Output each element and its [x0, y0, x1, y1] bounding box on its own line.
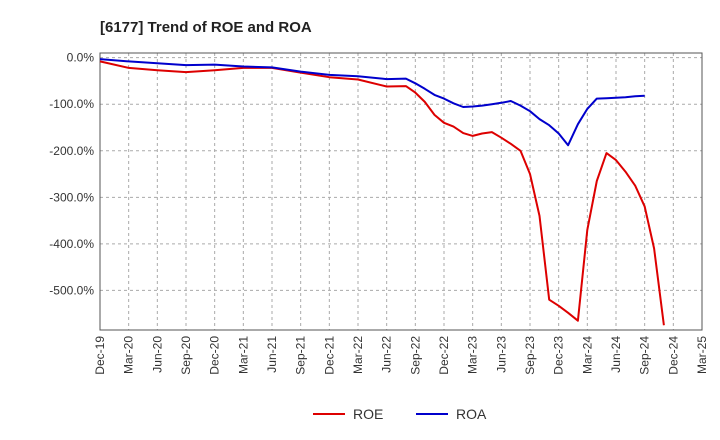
x-tick-label: Jun-21: [265, 336, 279, 373]
x-axis-ticks: Dec-19 Mar-20 Jun-20 Sep-20 Dec-20 Mar-21 Jun-…: [93, 336, 709, 375]
x-tick-label: Mar-22: [351, 336, 365, 374]
y-tick-label: -400.0%: [49, 237, 94, 251]
y-tick-label: -300.0%: [49, 190, 94, 204]
x-tick-label: Mar-23: [466, 336, 480, 374]
x-tick-label: Mar-20: [122, 336, 136, 374]
x-tick-label: Jun-20: [150, 336, 164, 373]
x-tick-label: Jun-24: [609, 336, 623, 373]
x-tick-label: Dec-22: [437, 336, 451, 375]
x-tick-label: Sep-24: [638, 336, 652, 375]
legend: ROE ROA: [313, 406, 487, 422]
x-tick-label: Jun-22: [380, 336, 394, 373]
x-tick-label: Sep-20: [179, 336, 193, 375]
y-tick-label: -500.0%: [49, 283, 94, 297]
y-tick-label: -200.0%: [49, 144, 94, 158]
plot-area: [99, 52, 703, 331]
series-line-roa: [99, 58, 645, 147]
x-tick-label: Mar-21: [236, 336, 250, 374]
x-tick-label: Mar-25: [695, 336, 709, 374]
x-tick-label: Sep-21: [294, 336, 308, 375]
x-tick-label: Jun-23: [494, 336, 508, 373]
y-tick-label: -100.0%: [49, 97, 94, 111]
x-tick-label: Dec-23: [552, 336, 566, 375]
legend-label-roe: ROE: [353, 406, 383, 422]
legend-label-roa: ROA: [456, 406, 487, 422]
series-line-roe: [99, 60, 665, 326]
y-axis-ticks: 0.0% -100.0% -200.0% -300.0% -400.0% -500.0%: [49, 51, 94, 298]
chart-title: [6177] Trend of ROE and ROA: [100, 19, 312, 36]
x-tick-label: Mar-24: [580, 336, 594, 374]
x-tick-label: Dec-21: [322, 336, 336, 375]
y-tick-label: 0.0%: [67, 51, 95, 65]
x-tick-label: Dec-19: [93, 336, 107, 375]
x-tick-label: Sep-23: [523, 336, 537, 375]
grid: [100, 53, 702, 330]
x-tick-label: Sep-22: [408, 336, 422, 375]
x-tick-label: Dec-20: [208, 336, 222, 375]
x-tick-label: Dec-24: [666, 336, 680, 375]
series-lines: [99, 58, 665, 326]
